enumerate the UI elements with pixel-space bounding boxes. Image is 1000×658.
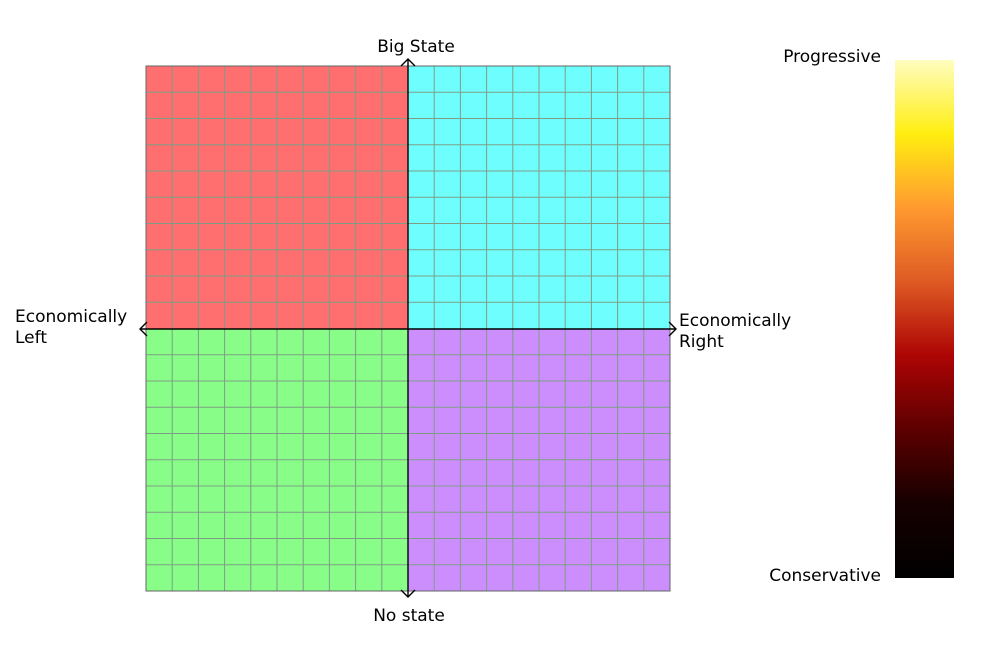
axis-label-left-line1: Economically bbox=[15, 307, 127, 327]
arrow-left-icon bbox=[139, 321, 148, 337]
arrow-down-icon bbox=[400, 589, 416, 598]
axis-label-left-line2: Left bbox=[15, 328, 47, 348]
axis-label-bottom: No state bbox=[373, 606, 445, 626]
arrow-up-icon bbox=[400, 58, 416, 67]
arrow-right-icon bbox=[668, 321, 677, 337]
colorbar-label-top: Progressive bbox=[783, 47, 881, 67]
axis-label-right-line2: Right bbox=[679, 332, 724, 352]
axis-label-top: Big State bbox=[377, 37, 455, 57]
colorbar bbox=[895, 60, 954, 578]
colorbar-label-bottom: Conservative bbox=[769, 566, 881, 586]
axis-label-right-line1: Economically bbox=[679, 311, 791, 331]
